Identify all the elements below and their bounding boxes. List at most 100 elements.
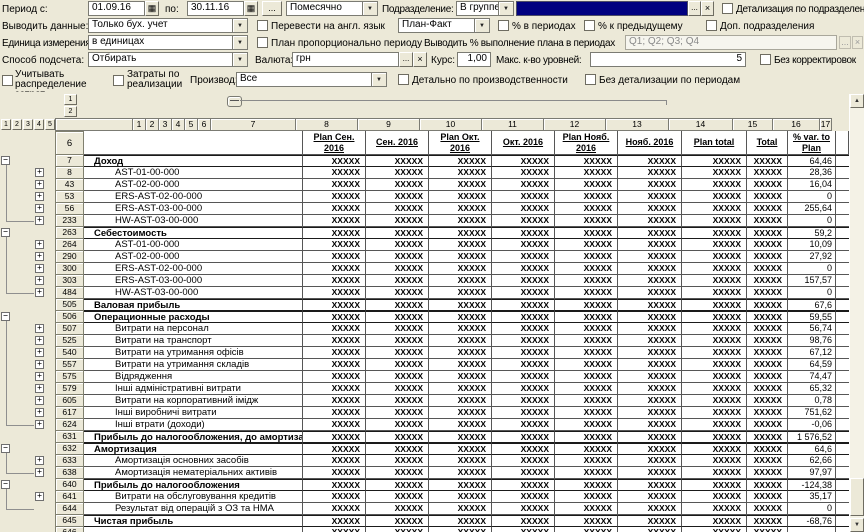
row-number[interactable]: 303 xyxy=(55,275,84,287)
row-number[interactable]: 233 xyxy=(55,215,84,227)
row-number[interactable]: 633 xyxy=(55,455,84,467)
chevron-down-icon[interactable]: ▼ xyxy=(232,19,247,32)
row-number[interactable]: 8 xyxy=(55,167,84,179)
row-number[interactable]: 56 xyxy=(55,203,84,215)
collapse-icon[interactable]: − xyxy=(1,156,10,165)
chevron-down-icon[interactable]: ▼ xyxy=(498,2,513,15)
row-number[interactable]: 645 xyxy=(55,515,84,527)
quarters-browse-button[interactable]: ... xyxy=(839,36,851,49)
expand-icon[interactable]: + xyxy=(35,324,44,333)
expand-icon[interactable]: + xyxy=(35,468,44,477)
subdivision-clear-button[interactable]: × xyxy=(701,1,714,16)
expand-icon[interactable]: + xyxy=(35,492,44,501)
column-number-cell[interactable]: 5 xyxy=(184,118,198,131)
row-number[interactable]: 644 xyxy=(55,503,84,515)
column-header[interactable]: Plan Нояб. 2016 xyxy=(555,131,618,155)
vertical-scrollbar[interactable]: ▲ ▼ xyxy=(849,94,864,532)
expand-icon[interactable]: + xyxy=(35,408,44,417)
row-number[interactable]: 624 xyxy=(55,419,84,431)
column-number-cell[interactable]: 14 xyxy=(668,118,733,131)
expand-icon[interactable]: + xyxy=(35,336,44,345)
row-number[interactable]: 557 xyxy=(55,359,84,371)
detail-by-production-checkbox[interactable] xyxy=(398,74,409,85)
column-header[interactable]: % var. to Plan xyxy=(788,131,836,155)
column-number-cell[interactable]: 3 xyxy=(158,118,172,131)
expand-icon[interactable]: + xyxy=(35,264,44,273)
column-number-cell[interactable]: 7 xyxy=(210,118,296,131)
column-header[interactable]: Total xyxy=(747,131,788,155)
translate-english-checkbox[interactable] xyxy=(257,20,268,31)
row-number[interactable]: 638 xyxy=(55,467,84,479)
row-number[interactable]: 631 xyxy=(55,431,84,443)
column-header[interactable]: Сен. 2016 xyxy=(366,131,429,155)
grid-corner-button[interactable]: 2 xyxy=(64,106,77,117)
collapse-icon[interactable]: − xyxy=(1,228,10,237)
level-collapse-button[interactable]: 4 xyxy=(34,119,44,130)
date-to-input[interactable]: 30.11.16 xyxy=(187,1,244,16)
quarters-input[interactable]: Q1; Q2; Q3; Q4 xyxy=(625,35,837,50)
expand-icon[interactable]: + xyxy=(35,288,44,297)
column-header[interactable]: Plan Окт. 2016 xyxy=(429,131,492,155)
period-type-select[interactable]: Помесячно ▼ xyxy=(286,1,378,16)
column-number-cell[interactable]: 9 xyxy=(357,118,420,131)
column-header[interactable]: Plan total xyxy=(682,131,747,155)
column-header[interactable]: Нояб. 2016 xyxy=(618,131,682,155)
row-number[interactable]: 290 xyxy=(55,251,84,263)
column-number-cell[interactable]: 16 xyxy=(772,118,820,131)
row-number[interactable]: 43 xyxy=(55,179,84,191)
row-number[interactable]: 484 xyxy=(55,287,84,299)
column-number-cell[interactable]: 11 xyxy=(481,118,544,131)
scroll-up-icon[interactable]: ▲ xyxy=(850,94,864,108)
no-period-detail-checkbox[interactable] xyxy=(585,74,596,85)
expand-icon[interactable]: + xyxy=(35,168,44,177)
sales-costs-checkbox[interactable] xyxy=(113,75,124,86)
pct-to-previous-checkbox[interactable] xyxy=(584,20,595,31)
level-collapse-button[interactable]: 5 xyxy=(45,119,55,130)
column-header[interactable]: Окт. 2016 xyxy=(492,131,555,155)
scrollbar-thumb[interactable] xyxy=(850,478,864,516)
max-levels-input[interactable]: 5 xyxy=(590,52,746,67)
period-browse-button[interactable]: ... xyxy=(262,1,282,16)
column-number-cell[interactable]: 8 xyxy=(295,118,358,131)
expand-icon[interactable]: + xyxy=(35,396,44,405)
currency-clear-button[interactable]: × xyxy=(413,52,427,67)
chevron-down-icon[interactable]: ▼ xyxy=(474,19,489,32)
currency-browse-button[interactable]: ... xyxy=(399,52,413,67)
output-data-select[interactable]: Только бух. учет ▼ xyxy=(88,18,248,33)
row-number[interactable]: 646 xyxy=(55,527,84,532)
level-collapse-button[interactable]: 3 xyxy=(23,119,33,130)
expand-icon[interactable]: + xyxy=(35,372,44,381)
column-number-cell[interactable]: 1 xyxy=(132,118,146,131)
collapse-icon[interactable]: − xyxy=(1,444,10,453)
chevron-down-icon[interactable]: ▼ xyxy=(232,36,247,49)
detail-by-subdivisions-checkbox[interactable] xyxy=(722,3,733,14)
scroll-down-icon[interactable]: ▼ xyxy=(850,518,864,532)
expand-icon[interactable]: + xyxy=(35,456,44,465)
column-number-cell[interactable]: 4 xyxy=(171,118,185,131)
chevron-down-icon[interactable]: ▼ xyxy=(362,2,377,15)
subdivision-selection-field[interactable] xyxy=(516,1,688,16)
row-number[interactable]: 263 xyxy=(55,227,84,239)
expand-icon[interactable]: + xyxy=(35,252,44,261)
chevron-down-icon[interactable]: ▼ xyxy=(232,53,247,66)
expand-icon[interactable]: + xyxy=(35,180,44,189)
column-number-cell[interactable]: 2 xyxy=(145,118,159,131)
expand-icon[interactable]: + xyxy=(35,276,44,285)
column-number-cell[interactable]: 13 xyxy=(605,118,669,131)
expand-icon[interactable]: + xyxy=(35,360,44,369)
row-number-header[interactable]: 6 xyxy=(55,131,84,155)
column-number-cell[interactable]: 12 xyxy=(543,118,606,131)
row-number[interactable]: 641 xyxy=(55,491,84,503)
expand-icon[interactable]: + xyxy=(35,384,44,393)
plan-proportional-checkbox[interactable] xyxy=(257,37,268,48)
subdivision-browse-button[interactable]: ... xyxy=(688,1,701,16)
level-collapse-button[interactable]: 2 xyxy=(12,119,22,130)
calc-method-select[interactable]: Отбирать ▼ xyxy=(88,52,248,67)
expand-icon[interactable]: + xyxy=(35,348,44,357)
quarters-clear-button[interactable]: × xyxy=(852,36,863,49)
expand-icon[interactable]: + xyxy=(35,420,44,429)
currency-input[interactable]: грн xyxy=(292,52,399,67)
calendar-icon[interactable]: ▦ xyxy=(145,1,159,16)
chevron-down-icon[interactable]: ▼ xyxy=(371,73,386,86)
calendar-icon[interactable]: ▦ xyxy=(244,1,258,16)
